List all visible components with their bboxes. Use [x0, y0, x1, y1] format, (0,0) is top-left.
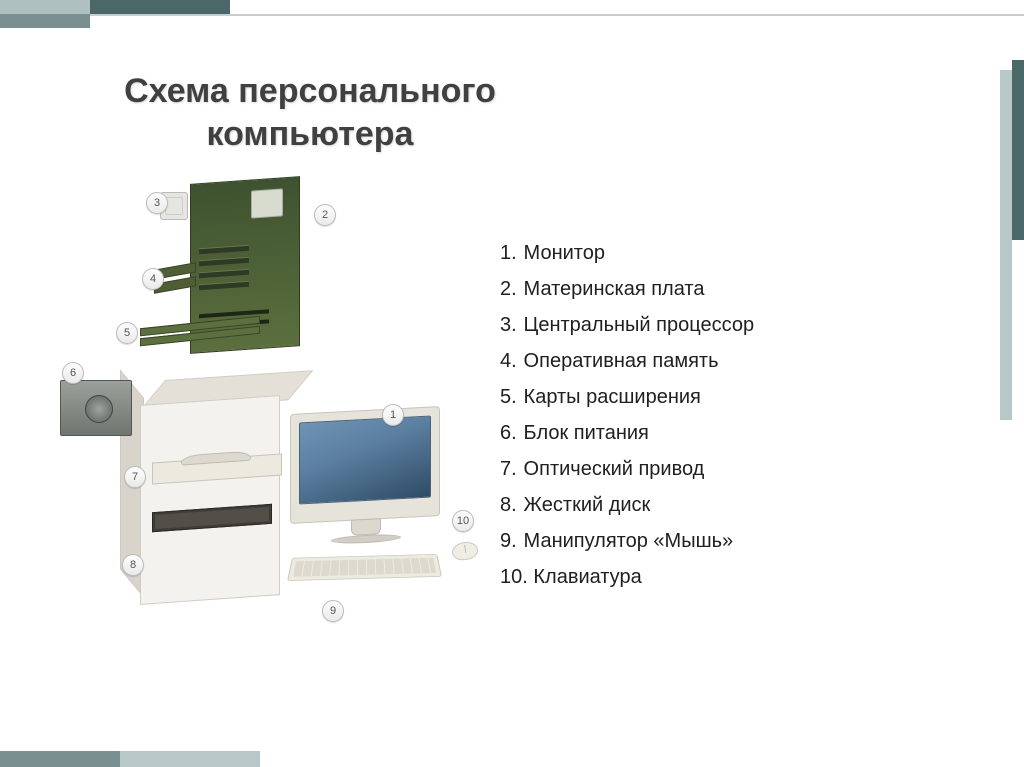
psu-shape [60, 380, 132, 436]
legend-item-6: 6. Блок питания [500, 415, 980, 451]
legend-item-1: 1. Монитор [500, 235, 980, 271]
callout-1: 1 [382, 404, 404, 426]
legend-item-4: 4. Оперативная память [500, 343, 980, 379]
keyboard-shape [287, 554, 442, 581]
component-legend: 1. Монитор2. Материнская плата3. Централ… [500, 235, 980, 595]
callout-8: 8 [122, 554, 144, 576]
callout-7: 7 [124, 466, 146, 488]
callout-2: 2 [314, 204, 336, 226]
mouse-shape [451, 540, 479, 561]
slide-top-border [0, 0, 1024, 28]
legend-number: 3. [500, 307, 518, 343]
legend-label: Оптический привод [518, 458, 704, 480]
slide-bottom-border [0, 749, 1024, 767]
legend-number: 6. [500, 415, 518, 451]
callout-6: 6 [62, 362, 84, 384]
legend-label: Центральный процессор [518, 314, 754, 336]
legend-item-7: 7. Оптический привод [500, 451, 980, 487]
legend-number: 9. [500, 523, 518, 559]
callout-5: 5 [116, 322, 138, 344]
legend-number: 5. [500, 379, 518, 415]
monitor-shape [290, 406, 440, 524]
slide-title: Схема персонального компьютера [60, 70, 560, 155]
legend-label: Блок питания [518, 422, 649, 444]
legend-label: Карты расширения [518, 386, 701, 408]
callout-3: 3 [146, 192, 168, 214]
legend-number: 2. [500, 271, 518, 307]
legend-item-3: 3. Центральный процессор [500, 307, 980, 343]
pc-diagram: 1 2 3 4 5 6 7 8 9 10 [60, 170, 480, 640]
legend-label: Материнская плата [518, 278, 704, 300]
callout-9: 9 [322, 600, 344, 622]
legend-item-5: 5. Карты расширения [500, 379, 980, 415]
callout-10: 10 [452, 510, 474, 532]
legend-label: Клавиатура [528, 566, 642, 588]
legend-item-10: 10. Клавиатура [500, 559, 980, 595]
legend-number: 10. [500, 559, 528, 595]
tower-front [140, 395, 280, 605]
legend-number: 8. [500, 487, 518, 523]
legend-label: Монитор [518, 242, 605, 264]
legend-label: Оперативная память [518, 350, 719, 372]
legend-number: 4. [500, 343, 518, 379]
slide-right-border [998, 60, 1024, 727]
legend-label: Жесткий диск [518, 494, 650, 516]
legend-item-9: 9. Манипулятор «Мышь» [500, 523, 980, 559]
legend-label: Манипулятор «Мышь» [518, 530, 733, 552]
legend-item-8: 8. Жесткий диск [500, 487, 980, 523]
legend-number: 1. [500, 235, 518, 271]
callout-4: 4 [142, 268, 164, 290]
legend-item-2: 2. Материнская плата [500, 271, 980, 307]
legend-number: 7. [500, 451, 518, 487]
